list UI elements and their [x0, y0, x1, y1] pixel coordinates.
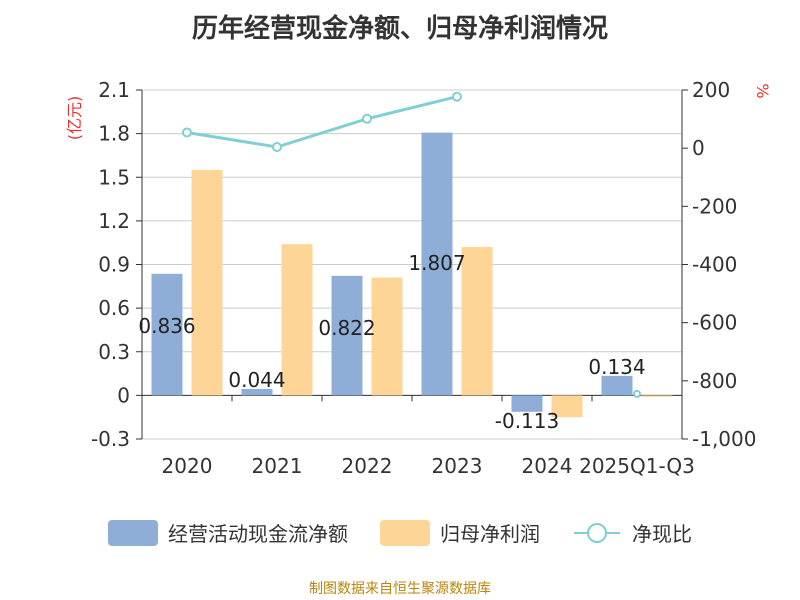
point-ratio — [182, 127, 192, 138]
legend-item-cash[interactable]: 经营活动现金流净额 — [108, 518, 348, 547]
y-tick-label: 1.5 — [98, 165, 130, 189]
y-axis-unit: (亿元) — [65, 96, 84, 141]
point-ratio — [362, 113, 372, 124]
chart-title: 历年经营现金净额、归母净利润情况 — [191, 14, 608, 44]
x-tick-label: 2025Q1-Q3 — [579, 454, 695, 478]
legend-label-profit: 归母净利润 — [440, 522, 540, 546]
y-tick-label: -0.3 — [91, 427, 130, 451]
y2-tick-label: 0 — [692, 136, 705, 160]
y2-tick-label: -800 — [692, 369, 737, 393]
bar-cash — [601, 375, 633, 396]
bar-cash — [331, 275, 363, 396]
legend-label-cash: 经营活动现金流净额 — [168, 522, 348, 546]
y2-tick-label: 200 — [692, 78, 730, 102]
y-tick-label: 0.6 — [98, 296, 130, 320]
point-ratio — [633, 389, 641, 398]
legend-label-ratio: 净现比 — [632, 522, 692, 546]
legend-item-ratio[interactable]: 净现比 — [572, 518, 692, 547]
legend-swatch-cash — [108, 519, 158, 546]
y2-tick-label: -200 — [692, 194, 737, 218]
y2-tick-label: -1,000 — [692, 427, 756, 451]
x-tick-label: 2022 — [342, 454, 393, 478]
bar-cash — [421, 132, 453, 396]
data-label-cash: 0.044 — [228, 368, 285, 392]
legend-swatch-ratio — [574, 522, 620, 543]
y2-tick-label: -400 — [692, 253, 737, 277]
bar-cash — [241, 388, 273, 396]
y2-axis-unit: % — [753, 83, 772, 98]
bar-profit — [371, 277, 403, 396]
bar-cash — [151, 273, 183, 396]
data-label-cash: -0.113 — [495, 409, 559, 433]
point-ratio — [272, 142, 282, 153]
x-tick-label: 2021 — [252, 454, 303, 478]
data-label-cash: 0.836 — [138, 314, 195, 338]
y-tick-label: 1.8 — [98, 122, 130, 146]
y-tick-label: 2.1 — [98, 78, 130, 102]
y-tick-label: 1.2 — [98, 209, 130, 233]
x-tick-label: 2020 — [162, 454, 213, 478]
x-tick-label: 2023 — [432, 454, 483, 478]
y-tick-label: 0.9 — [98, 253, 130, 277]
bar-profit — [281, 244, 313, 396]
bar-cash — [511, 395, 543, 412]
bar-profit — [641, 395, 673, 397]
data-label-cash: 0.134 — [588, 355, 645, 379]
y-tick-label: 0 — [117, 383, 130, 407]
y2-tick-label: -600 — [692, 311, 737, 335]
data-label-cash: 1.807 — [408, 251, 465, 275]
source-note: 制图数据来自恒生聚源数据库 — [309, 581, 491, 597]
x-tick-label: 2024 — [522, 454, 573, 478]
bar-profit — [191, 169, 223, 396]
bar-profit — [461, 247, 493, 396]
y-tick-label: 0.3 — [98, 340, 130, 364]
legend-swatch-profit — [380, 519, 430, 546]
line-ratio — [186, 95, 458, 149]
point-ratio — [452, 91, 462, 102]
legend-item-profit[interactable]: 归母净利润 — [380, 518, 540, 547]
bar-profit — [551, 395, 583, 418]
legend: 经营活动现金流净额 归母净利润 净现比 — [0, 518, 800, 547]
data-label-cash: 0.822 — [318, 316, 375, 340]
